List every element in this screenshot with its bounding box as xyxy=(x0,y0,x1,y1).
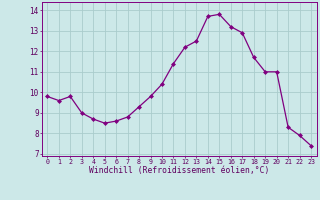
X-axis label: Windchill (Refroidissement éolien,°C): Windchill (Refroidissement éolien,°C) xyxy=(89,166,269,175)
